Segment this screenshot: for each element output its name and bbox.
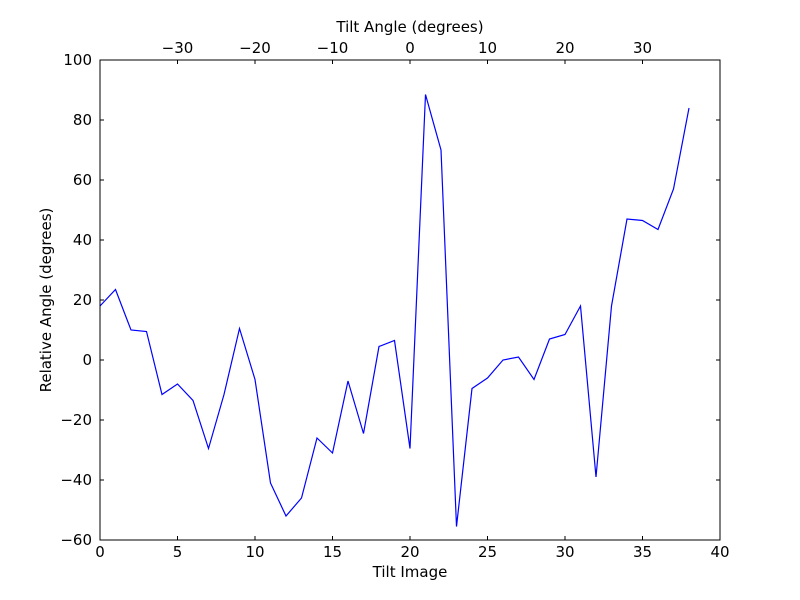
x-tick-label: 15: [323, 543, 342, 561]
plot-frame: [99, 59, 721, 541]
x-tick-label: 35: [633, 543, 652, 561]
y-tick-label: 100: [63, 51, 92, 69]
x-tick-label: 10: [245, 543, 264, 561]
y-tick-label: 80: [73, 111, 92, 129]
y-tick-label: 40: [73, 231, 92, 249]
top-tick-label: 0: [405, 39, 415, 57]
ticks-group: 0 5 10 15 20 25 30 35 40100806040200−20−40−60−30…: [60, 39, 729, 561]
x-tick-label: 0: [95, 543, 105, 561]
top-tick-label: −30: [162, 39, 194, 57]
top-tick-label: 10: [478, 39, 497, 57]
y-tick-label: 0: [82, 351, 92, 369]
top-tick-label: −10: [317, 39, 349, 57]
y-tick-label: 20: [73, 291, 92, 309]
x-tick-label: 25: [478, 543, 497, 561]
data-series-line: [99, 94, 690, 527]
series-group: [99, 94, 690, 527]
plot-area: [100, 60, 720, 540]
y-tick-label: 60: [73, 171, 92, 189]
top-tick-label: 20: [555, 39, 574, 57]
y-tick-label: −20: [60, 411, 92, 429]
top-tick-label: −20: [239, 39, 271, 57]
x-axis-label: Tilt Image: [372, 563, 448, 581]
y-tick-label: −60: [60, 531, 92, 549]
x-tick-label: 20: [400, 543, 419, 561]
top-tick-label: 30: [633, 39, 652, 57]
x-tick-label: 5: [173, 543, 183, 561]
x-tick-label: 40: [710, 543, 729, 561]
y-tick-label: −40: [60, 471, 92, 489]
top-axis-label: Tilt Angle (degrees): [335, 18, 483, 36]
y-axis-label: Relative Angle (degrees): [37, 208, 55, 393]
x-tick-label: 30: [555, 543, 574, 561]
